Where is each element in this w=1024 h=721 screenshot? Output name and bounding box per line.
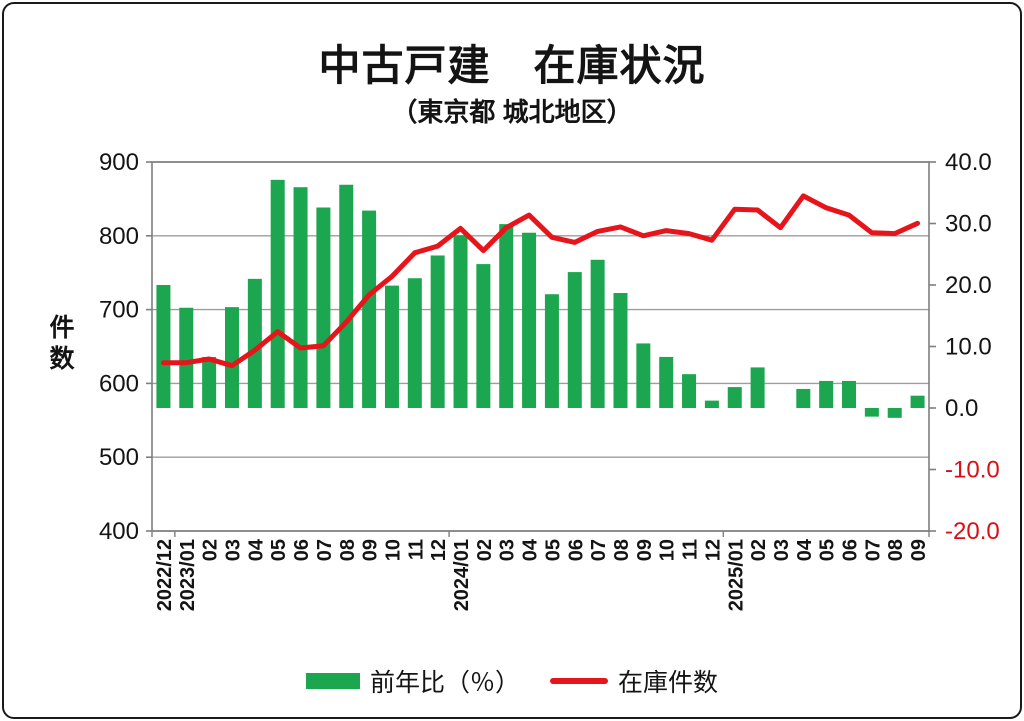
bar-03 (224, 307, 239, 408)
bar-08 (613, 292, 628, 408)
x-axis-label-09: 09 (360, 539, 382, 561)
bar-04 (796, 388, 811, 408)
left-axis-tick-label: 700 (99, 297, 139, 324)
bar-05 (270, 179, 285, 408)
x-axis-label-2024/01: 2024/01 (451, 539, 473, 611)
legend-item-line: 在庫件数 (550, 663, 718, 699)
x-axis-label-07: 07 (862, 539, 884, 561)
x-axis-label-11: 11 (405, 539, 427, 560)
bar-2025/01 (727, 387, 742, 408)
bar-06 (567, 272, 582, 408)
x-axis-label-02: 02 (200, 539, 222, 561)
right-axis-tick-label: 10.0 (945, 334, 992, 361)
bar-06 (293, 187, 308, 408)
bar-2023/01 (179, 307, 194, 408)
x-axis-label-08: 08 (611, 539, 633, 561)
bar-2022/12 (156, 285, 171, 408)
left-axis-tick-label: 800 (99, 223, 139, 250)
x-axis-label-12: 12 (428, 539, 450, 561)
bar-12 (704, 400, 719, 408)
bar-09 (362, 210, 377, 408)
bar-05 (544, 294, 559, 408)
x-axis-label-07: 07 (588, 539, 610, 561)
bar-02 (750, 367, 765, 408)
x-axis-label-02: 02 (748, 539, 770, 561)
x-axis-label-11: 11 (680, 539, 702, 560)
left-axis-tick-label: 900 (99, 149, 139, 176)
bar-08 (887, 408, 902, 418)
x-axis-label-03: 03 (222, 539, 244, 561)
bar-09 (910, 395, 925, 408)
legend: 前年比（％） 在庫件数 (4, 663, 1020, 699)
bar-02 (202, 356, 217, 408)
x-axis-label-05: 05 (542, 539, 564, 561)
chart-title: 中古戸建 在庫状況 (318, 42, 706, 89)
left-axis-title: 件数 (46, 314, 74, 376)
bar-03 (499, 224, 514, 408)
x-axis-label-04: 04 (245, 538, 267, 561)
bar-08 (339, 184, 354, 408)
bar-06 (842, 380, 857, 408)
left-axis-tick-label: 500 (99, 444, 139, 471)
x-axis-label-08: 08 (337, 539, 359, 561)
right-axis-tick-label: 40.0 (945, 149, 992, 176)
bar-07 (590, 259, 605, 408)
bar-07 (316, 207, 331, 408)
x-axis-label-07: 07 (314, 539, 336, 561)
x-axis-label-06: 06 (291, 539, 313, 561)
x-axis-label-04: 04 (794, 538, 816, 561)
x-axis-label-03: 03 (497, 539, 519, 561)
x-axis-label-02: 02 (474, 539, 496, 561)
chart-subtitle: （東京都 城北地区） (391, 97, 633, 127)
x-axis-label-2022/12: 2022/12 (154, 539, 176, 611)
right-axis-tick-label: 0.0 (945, 395, 978, 422)
bar-07 (864, 408, 879, 417)
x-axis-label-06: 06 (565, 539, 587, 561)
bar-2024/01 (453, 235, 468, 408)
legend-line-swatch-icon (550, 678, 608, 684)
bar-11 (407, 278, 422, 408)
x-axis-label-12: 12 (702, 539, 724, 561)
x-axis-label-09: 09 (634, 539, 656, 561)
right-axis-tick-label: 30.0 (945, 211, 992, 238)
bar-09 (636, 343, 651, 408)
inventory-line (160, 193, 921, 369)
bar-02 (476, 264, 491, 408)
bar-10 (384, 285, 399, 408)
x-axis-label-05: 05 (268, 539, 290, 561)
bar-04 (522, 232, 537, 408)
legend-bar-swatch-icon (305, 673, 360, 689)
x-axis-label-05: 05 (817, 539, 839, 561)
right-axis-tick-label: 20.0 (945, 272, 992, 299)
x-axis-label-09: 09 (908, 539, 930, 561)
plot-border (151, 161, 930, 532)
x-axis-label-10: 10 (382, 539, 404, 561)
legend-item-bar: 前年比（％） (305, 663, 520, 699)
bar-11 (682, 374, 697, 408)
bar-10 (659, 356, 674, 408)
chart-plot-area: 900 800 700 600 500 400 40.0 30.0 20.0 10.0 0.0 -10… (99, 149, 1000, 611)
bar-05 (819, 380, 834, 408)
x-axis-label-2025/01: 2025/01 (725, 539, 747, 611)
right-axis-tick-label: -20.0 (945, 518, 1000, 545)
bar-12 (430, 255, 445, 408)
x-axis-label-06: 06 (840, 539, 862, 561)
x-axis-label-2023/01: 2023/01 (177, 539, 199, 611)
legend-line-label: 在庫件数 (618, 669, 719, 697)
bar-04 (247, 278, 262, 408)
x-axis-label-10: 10 (657, 539, 679, 561)
x-axis-label-08: 08 (885, 539, 907, 561)
x-axis-label-04: 04 (520, 538, 542, 561)
x-axis-label-03: 03 (771, 539, 793, 561)
right-axis-tick-label: -10.0 (945, 457, 1000, 484)
legend-bar-label: 前年比（％） (369, 669, 520, 697)
left-axis-tick-label: 600 (99, 370, 139, 397)
left-axis-tick-label: 400 (99, 518, 139, 545)
